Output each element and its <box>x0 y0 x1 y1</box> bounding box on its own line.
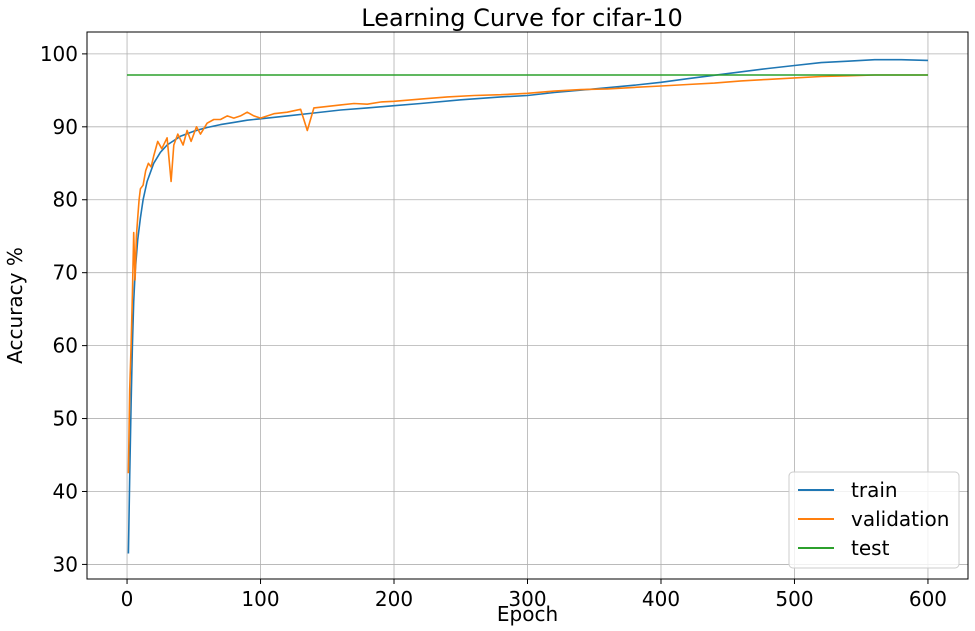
y-tick-label: 40 <box>53 479 78 503</box>
legend-box <box>788 471 960 569</box>
series-lines <box>127 58 929 554</box>
axis-ticks: 0 100 200 300 400 500 600 30 40 50 60 70 80 90 100 <box>40 42 947 611</box>
legend-label-train: train <box>851 478 898 502</box>
y-tick-label: 70 <box>53 261 78 285</box>
legend-label-validation: validation <box>851 507 949 531</box>
chart-title: Learning Curve for cifar-10 <box>361 4 682 32</box>
x-tick-label: 100 <box>241 587 279 611</box>
y-tick-label: 90 <box>53 115 78 139</box>
x-tick-label: 300 <box>508 587 546 611</box>
y-tick-label: 80 <box>53 188 78 212</box>
y-tick-label: 30 <box>53 552 78 576</box>
x-tick-label: 600 <box>909 587 947 611</box>
y-axis-label: Accuracy % <box>3 247 27 364</box>
x-axis-label: Epoch <box>497 602 558 626</box>
y-tick-label: 60 <box>53 334 78 358</box>
series-line-validation <box>127 74 928 474</box>
legend-label-test: test <box>851 536 890 560</box>
series-line-train <box>127 58 929 554</box>
y-tick-label: 100 <box>40 42 78 66</box>
y-tick-label: 50 <box>53 407 78 431</box>
grid-lines <box>87 32 968 579</box>
x-tick-label: 200 <box>375 587 413 611</box>
x-tick-label: 500 <box>775 587 813 611</box>
x-tick-label: 0 <box>121 587 134 611</box>
legend: train validation test <box>788 471 960 569</box>
x-tick-label: 400 <box>642 587 680 611</box>
